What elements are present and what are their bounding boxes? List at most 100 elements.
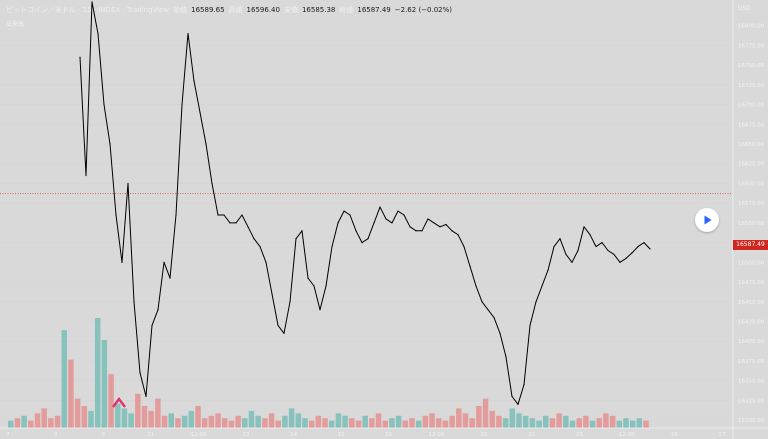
volume-bar xyxy=(436,418,442,428)
close-label: 終値 xyxy=(339,6,354,14)
price-point xyxy=(649,248,651,250)
volume-bar xyxy=(34,413,41,428)
x-tick-label: 16 xyxy=(385,432,392,438)
volume-bar xyxy=(188,410,195,428)
volume-bar xyxy=(489,410,495,428)
volume-bar xyxy=(516,413,522,428)
price-line xyxy=(79,1,651,405)
volume-bar xyxy=(235,415,241,428)
close-value: 16587.49 xyxy=(357,6,391,14)
price-point xyxy=(115,214,117,216)
volume-bar xyxy=(609,415,616,428)
volume-bar xyxy=(636,418,643,428)
price-point xyxy=(421,230,423,232)
price-point xyxy=(337,222,339,224)
volume-bar xyxy=(482,398,489,428)
price-point xyxy=(379,206,381,208)
price-point xyxy=(535,301,537,303)
price-point xyxy=(643,242,645,244)
price-point xyxy=(355,230,357,232)
price-point xyxy=(577,249,579,252)
price-point xyxy=(403,214,405,216)
price-point xyxy=(211,182,213,185)
price-point xyxy=(157,309,159,311)
price-point xyxy=(181,103,183,106)
price-point xyxy=(289,301,291,303)
volume-bar xyxy=(422,415,429,428)
price-point xyxy=(307,277,309,279)
price-point xyxy=(385,218,387,220)
price-point xyxy=(589,234,591,236)
high-value: 16596.40 xyxy=(246,6,280,14)
volume-bar xyxy=(74,398,81,428)
volume-bar xyxy=(529,418,536,428)
volume-bar xyxy=(215,413,221,428)
volume-bar xyxy=(589,420,596,428)
volume-bar xyxy=(549,418,556,428)
price-point xyxy=(463,245,465,248)
volume-bar xyxy=(563,415,569,428)
price-point xyxy=(139,372,141,374)
symbol-legend: ビットコイン／米ドル · 15 · INDEX · TradingView 始値… xyxy=(6,5,452,15)
price-point xyxy=(481,301,483,303)
price-point xyxy=(451,230,453,232)
price-point xyxy=(163,261,165,263)
price-point xyxy=(607,249,609,252)
price-point xyxy=(253,238,255,240)
volume-bar xyxy=(315,415,322,428)
volume-bar xyxy=(569,420,576,428)
volume-bar xyxy=(161,415,168,428)
low-label: 安値 xyxy=(283,6,298,14)
x-tick-label: 12:00 xyxy=(619,432,635,438)
price-point xyxy=(331,245,333,248)
x-tick-label: 23 xyxy=(576,432,583,438)
volume-bar xyxy=(476,406,482,428)
price-point xyxy=(391,222,393,224)
price-point xyxy=(241,214,243,216)
volume-bar xyxy=(389,418,395,428)
symbol-name[interactable]: ビットコイン／米ドル · 15 · INDEX · TradingView xyxy=(6,6,170,14)
price-point xyxy=(283,332,285,334)
price-point xyxy=(247,226,249,228)
price-point xyxy=(151,324,153,327)
volume-bar xyxy=(175,418,181,428)
low-value: 16585.38 xyxy=(301,6,336,14)
price-point xyxy=(487,309,489,311)
time-axis[interactable]: 7 8 9 11 12:00 13 14 15 16 12:00 21 22 23 12:00 26 27 xyxy=(0,427,768,438)
price-point xyxy=(127,182,129,185)
price-point xyxy=(145,395,147,398)
volume-bar xyxy=(28,420,34,428)
volume-bar xyxy=(643,420,649,428)
volume-bar xyxy=(442,420,449,428)
price-point xyxy=(523,384,525,386)
volume-bar xyxy=(128,413,134,428)
price-point xyxy=(631,252,633,254)
volume-bar xyxy=(349,418,355,428)
price-point xyxy=(565,253,567,256)
chart-grid xyxy=(0,25,733,421)
open-value: 16589.65 xyxy=(191,6,225,14)
price-point xyxy=(301,230,303,232)
volume-bar xyxy=(115,403,121,428)
volume-bar xyxy=(616,420,623,428)
volume-bar xyxy=(248,410,255,428)
volume-bar xyxy=(48,418,54,428)
y-tick-label: 16700.00 xyxy=(738,103,765,109)
price-point xyxy=(109,143,111,145)
price-point xyxy=(271,293,273,295)
x-tick-label: 12:00 xyxy=(428,432,444,438)
volume-bar xyxy=(509,408,516,428)
price-axis[interactable]: 16800.00 16775.00 16750.00 16725.00 16700.00… xyxy=(732,0,765,439)
price-point xyxy=(427,218,429,220)
volume-bar xyxy=(576,418,582,428)
y-tick-label: 16450.00 xyxy=(738,300,765,306)
price-point xyxy=(295,238,297,240)
price-point xyxy=(595,245,597,248)
volume-bar xyxy=(456,408,462,428)
volume-bar xyxy=(94,318,101,428)
price-series xyxy=(79,1,651,405)
y-tick-label: 16550.00 xyxy=(738,221,765,227)
replay-button[interactable] xyxy=(695,208,719,232)
price-point xyxy=(475,285,477,287)
